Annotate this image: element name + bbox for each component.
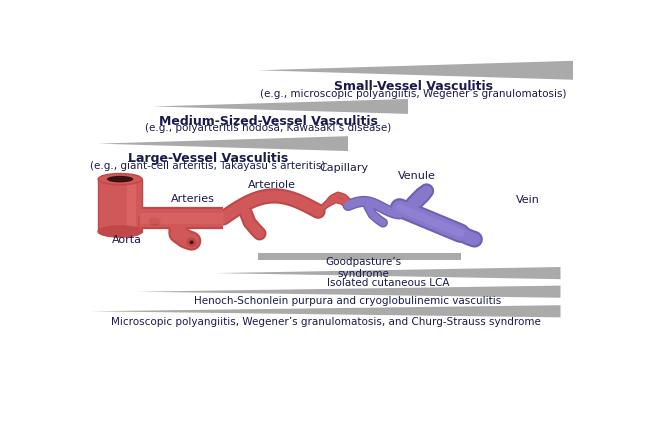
Polygon shape (98, 137, 348, 152)
Text: Aorta: Aorta (112, 235, 142, 245)
Text: Arteriole: Arteriole (248, 179, 296, 189)
Ellipse shape (107, 177, 134, 183)
Ellipse shape (98, 174, 142, 185)
Ellipse shape (190, 241, 194, 245)
Ellipse shape (149, 219, 160, 226)
Polygon shape (90, 306, 561, 318)
Text: (e.g., microscopic polyangiitis, Wegener’s granulomatosis): (e.g., microscopic polyangiitis, Wegener… (260, 88, 566, 99)
Text: Small-Vessel Vasculitis: Small-Vessel Vasculitis (333, 80, 493, 93)
FancyBboxPatch shape (126, 183, 135, 229)
Text: Venule: Venule (397, 170, 435, 180)
Text: Microscopic polyangiitis, Wegener’s granulomatosis, and Churg-Strauss syndrome: Microscopic polyangiitis, Wegener’s gran… (111, 316, 541, 326)
Polygon shape (153, 100, 408, 115)
Text: (e.g., polyarteritis nodosa, Kawasaki’s disease): (e.g., polyarteritis nodosa, Kawasaki’s … (145, 123, 392, 133)
FancyBboxPatch shape (98, 180, 142, 232)
Text: Capillary: Capillary (319, 163, 369, 173)
Text: Goodpasture’s
syndrome: Goodpasture’s syndrome (325, 257, 401, 278)
Text: Vein: Vein (516, 194, 540, 204)
Text: Henoch-Schonlein purpura and cryoglobulinemic vasculitis: Henoch-Schonlein purpura and cryoglobuli… (194, 296, 502, 306)
Text: Arteries: Arteries (171, 193, 215, 203)
Ellipse shape (98, 226, 142, 238)
Text: Medium-Sized-Vessel Vasculitis: Medium-Sized-Vessel Vasculitis (159, 115, 377, 128)
FancyBboxPatch shape (139, 217, 157, 227)
Polygon shape (138, 286, 561, 298)
Text: (e.g., giant-cell arteritis, Takayasu’s arteritis): (e.g., giant-cell arteritis, Takayasu’s … (90, 160, 326, 170)
Polygon shape (258, 253, 461, 260)
Polygon shape (258, 62, 573, 81)
Text: Large-Vessel Vasculitis: Large-Vessel Vasculitis (128, 152, 288, 165)
Ellipse shape (187, 239, 196, 247)
Polygon shape (215, 267, 561, 279)
Text: Isolated cutaneous LCA: Isolated cutaneous LCA (327, 277, 450, 287)
